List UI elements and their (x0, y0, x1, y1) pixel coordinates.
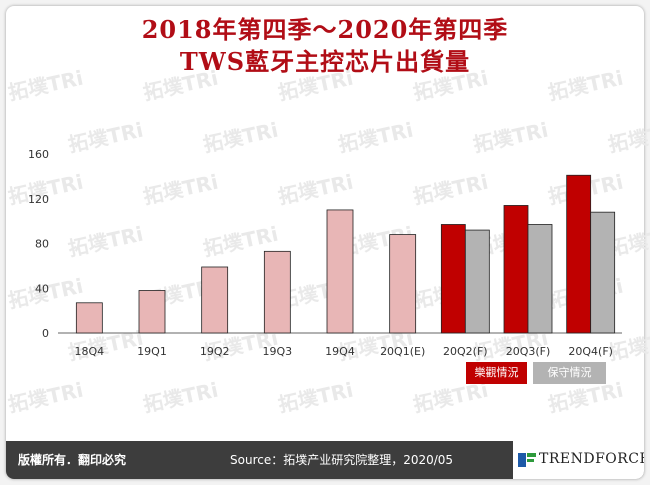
bar-19q3 (263, 250, 291, 334)
bar-20q3f-conservative (527, 224, 553, 334)
y-tick-label: 0 (42, 327, 49, 340)
chart-title-line-2: TWS藍牙主控芯片出貨量 (179, 47, 471, 76)
bar-18q4 (75, 302, 103, 334)
watermark-text: 拓墣TRi (336, 118, 415, 157)
chart-title-line-1: 2018年第四季～2020年第四季 (141, 15, 509, 44)
watermark-text: 拓墣TRi (411, 170, 490, 209)
x-tick-label: 18Q4 (75, 345, 105, 358)
x-tick-label: 19Q1 (137, 345, 167, 358)
y-tick-labels: 0 40 80 120 160 (28, 148, 49, 340)
bar-19q2 (201, 266, 229, 334)
bar-20q3f-optimistic (503, 205, 529, 334)
bars (75, 174, 616, 334)
bar-19q4 (326, 209, 354, 334)
x-tick-label: 19Q2 (200, 345, 230, 358)
x-tick-label: 19Q4 (325, 345, 355, 358)
y-tick-label: 80 (35, 238, 49, 251)
watermark-text: 拓墣TRi (606, 118, 650, 157)
y-tick-label: 40 (35, 282, 49, 295)
trendforce-logo: TRENDFORCE (513, 441, 644, 479)
watermark-text: 拓墣TRi (66, 222, 145, 261)
footer-bar: 版權所有．翻印必究 Source：拓墣产业研究院整理，2020/05 TREND… (6, 441, 644, 479)
y-tick-label: 160 (28, 148, 49, 161)
x-tick-label: 20Q1(E) (380, 345, 425, 358)
watermark-text: 拓墣TRi (66, 118, 145, 157)
y-tick-label: 120 (28, 193, 49, 206)
watermark-text: 拓墣TRi (276, 170, 355, 209)
watermark-text: 拓墣TRi (201, 118, 280, 157)
bar-20q1e (389, 234, 417, 334)
watermark-text: 拓墣TRi (276, 378, 355, 417)
source-note: Source：拓墣产业研究院整理，2020/05 (230, 453, 454, 467)
watermark-text: 拓墣TRi (141, 170, 220, 209)
x-tick-label: 19Q3 (263, 345, 293, 358)
brand-name: TRENDFORCE (539, 451, 644, 467)
x-tick-label: 20Q4(F) (568, 345, 613, 358)
x-tick-label: 20Q2(F) (443, 345, 488, 358)
legend-optimistic: 樂觀情況 (466, 362, 527, 384)
watermark-text: 拓墣TRi (6, 378, 85, 417)
watermark-text: 拓墣TRi (471, 118, 550, 157)
bar-20q4f-optimistic (566, 174, 592, 334)
trendforce-logo-icon (518, 453, 536, 467)
x-tick-label: 20Q3(F) (506, 345, 551, 358)
x-tick-labels: 18Q4 19Q1 19Q2 19Q3 19Q4 20Q1(E) 20Q2(F) 20Q3(F… (75, 345, 613, 358)
copyright-notice: 版權所有．翻印必究 (18, 453, 127, 467)
bar-19q1 (138, 290, 166, 334)
bar-20q4f-conservative (590, 211, 616, 334)
bar-20q2f-conservative (464, 229, 490, 334)
legend-conservative: 保守情況 (533, 362, 606, 384)
bar-20q2f-optimistic (440, 224, 466, 334)
watermark-text: 拓墣TRi (141, 378, 220, 417)
